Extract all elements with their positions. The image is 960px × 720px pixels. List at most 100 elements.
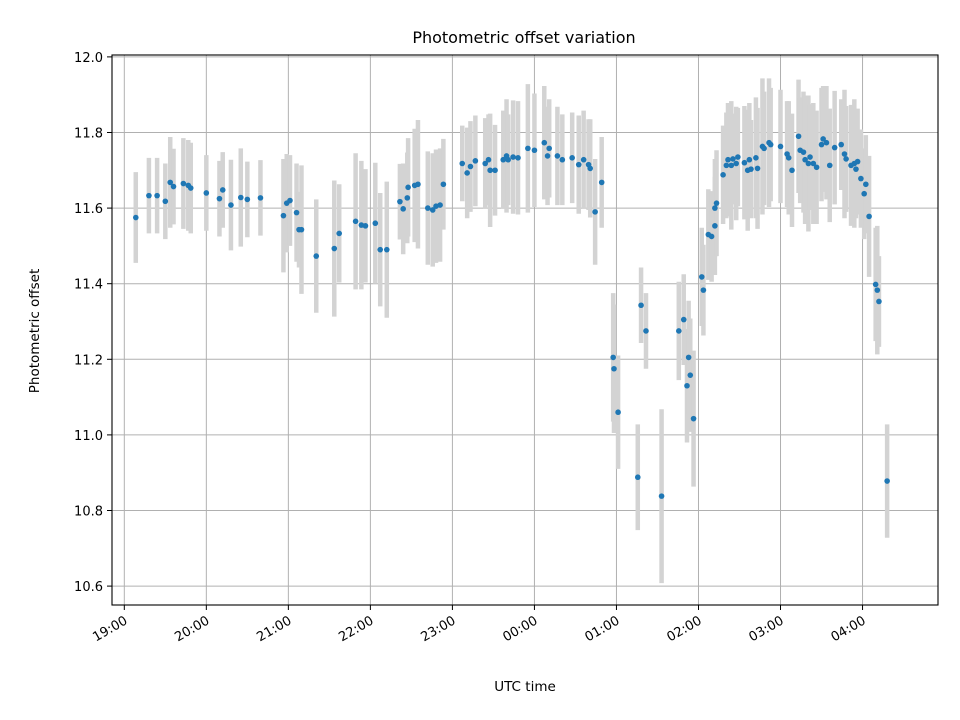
y-tick-label: 10.8 [74,504,103,519]
data-point [505,156,511,163]
y-tick-label: 11.4 [74,278,103,293]
data-point [866,213,872,220]
x-axis-label: UTC time [494,679,556,695]
data-point [708,233,715,240]
data-point [405,184,411,191]
data-point [544,153,551,159]
axes-frame [111,54,939,606]
data-point [404,195,411,201]
data-point [383,246,390,253]
data-point [598,179,605,186]
data-point [482,160,489,167]
data-point [569,155,575,161]
data-point [841,151,848,157]
data-point [429,207,436,213]
data-point [658,493,665,499]
data-point [720,172,726,178]
y-tick-label: 10.6 [74,580,103,595]
data-point [472,158,479,164]
data-point [795,133,802,140]
data-point [372,220,379,227]
data-point [180,180,187,187]
data-point [872,281,879,288]
data-point [331,245,338,252]
data-point [546,145,552,152]
data-point [643,328,649,334]
data-point [459,160,466,167]
data-point [690,415,697,422]
data-point [587,165,594,172]
data-point [634,474,641,481]
data-point [510,154,516,160]
data-point [820,136,826,142]
data-point [575,161,582,168]
data-point [531,147,538,154]
data-point [424,205,431,211]
data-point [203,190,210,196]
data-point [500,156,507,163]
data-point [352,218,359,225]
data-point [638,302,644,309]
data-point [362,223,369,229]
data-point [831,144,838,151]
y-tick-label: 11.6 [74,202,103,217]
chart-title: Photometric offset variation [412,28,635,47]
data-point [611,365,617,372]
data-point [559,156,566,163]
data-point [826,162,833,169]
data-point [725,156,731,163]
data-point [675,328,682,334]
data-point [700,287,707,293]
data-point [216,195,223,202]
data-point [863,181,869,188]
data-point [685,354,692,361]
data-point [823,139,830,146]
data-point [884,478,890,484]
data-point [807,154,813,160]
data-point [728,162,735,169]
data-point [800,149,807,155]
data-point [298,226,305,233]
data-point [515,155,521,161]
data-point [730,156,736,162]
data-point [464,170,470,176]
data-point [813,164,820,171]
data-point [785,155,792,161]
data-point [154,192,160,199]
data-point [802,156,808,163]
data-point [741,159,748,166]
data-point [754,165,761,172]
data-point [818,141,825,148]
data-point [187,185,194,191]
data-point [437,202,443,208]
data-point [167,179,174,186]
data-point [858,175,864,182]
data-point [525,145,531,152]
data-point [761,145,767,152]
data-point [789,167,795,174]
data-point [684,382,690,389]
data-point [854,158,861,165]
data-point [767,141,774,148]
data-points [132,133,890,499]
data-point [377,246,384,253]
data-point [680,316,687,323]
data-point [838,141,845,148]
data-point [746,156,753,163]
data-point [313,253,320,259]
data-point [735,154,741,160]
data-point [580,156,587,163]
data-point [244,196,251,203]
y-axis-label: Photometric offset [27,269,43,393]
data-point [713,200,720,206]
data-point [287,197,293,204]
data-point [874,287,881,293]
data-point [257,195,264,201]
data-point [400,206,406,212]
data-point [397,198,403,205]
data-point [753,155,759,161]
data-point [228,202,234,208]
